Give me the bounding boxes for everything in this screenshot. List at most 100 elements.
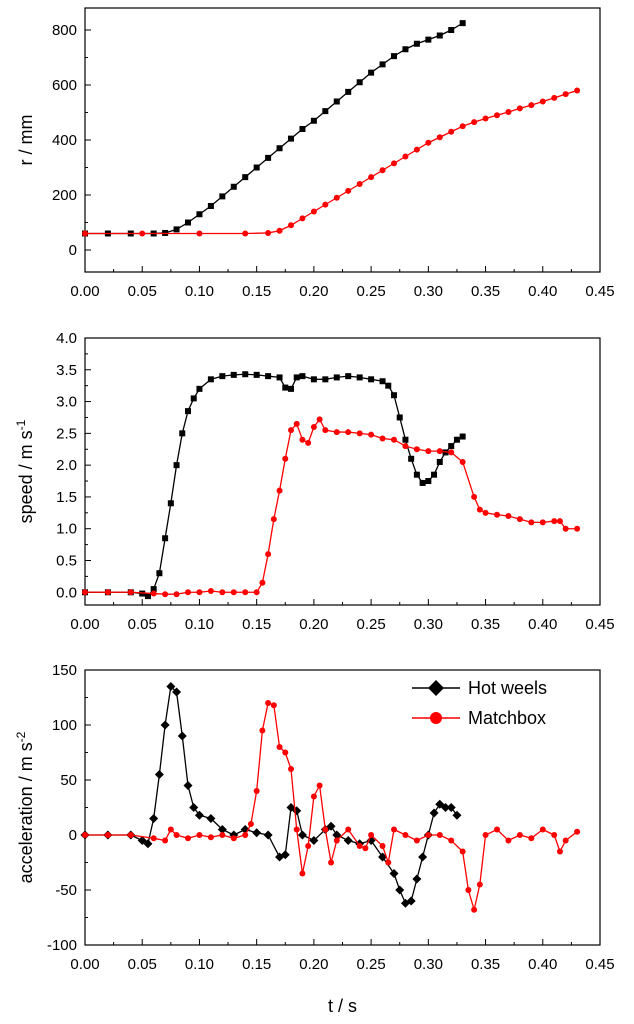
data-point: [391, 53, 397, 60]
data-point: [310, 793, 317, 800]
data-point: [436, 448, 443, 455]
data-point: [322, 201, 329, 208]
y-tick-label: 0: [69, 242, 77, 259]
data-point: [196, 211, 203, 218]
series-1: [82, 20, 466, 237]
data-point: [167, 500, 174, 507]
data-point: [448, 443, 455, 450]
data-point: [389, 869, 399, 878]
data-point: [137, 836, 147, 845]
data-point: [333, 98, 340, 105]
y-tick-label: 50: [60, 772, 77, 789]
data-point: [173, 462, 180, 469]
y-axis-title: acceleration / m s-2: [14, 731, 36, 883]
data-point: [356, 430, 363, 437]
series-line: [85, 22, 464, 235]
data-point: [453, 436, 460, 443]
data-point: [528, 835, 535, 842]
data-point: [379, 435, 386, 442]
data-point: [104, 589, 111, 596]
data-point: [265, 373, 272, 380]
data-point: [293, 826, 300, 833]
data-point: [242, 174, 249, 181]
data-point: [345, 826, 352, 833]
legend-marker: [428, 680, 444, 696]
series-line: [85, 89, 578, 235]
data-point: [459, 433, 466, 440]
y-tick-label: 0: [69, 827, 77, 844]
y-tick-label: 800: [52, 22, 77, 39]
data-point: [265, 229, 272, 236]
data-point: [189, 803, 199, 812]
data-point: [316, 416, 323, 423]
data-point: [379, 843, 386, 849]
data-point: [185, 219, 191, 226]
data-point: [280, 850, 290, 860]
y-tick-label: 2.0: [56, 457, 77, 474]
data-point: [259, 579, 266, 586]
data-point: [270, 516, 277, 523]
y-tick-label: 1.5: [56, 489, 77, 506]
series-line: [85, 418, 578, 595]
data-point: [379, 167, 386, 174]
data-point: [333, 194, 340, 201]
y-tick-label: 200: [52, 187, 77, 204]
x-tick-label: 0.40: [528, 956, 557, 973]
y-tick-label: 4.0: [56, 330, 77, 347]
x-tick-label: 0.15: [242, 616, 271, 633]
data-point: [436, 134, 443, 141]
x-tick-label: 0.10: [185, 283, 214, 300]
data-point: [396, 414, 403, 421]
data-point: [288, 766, 294, 772]
data-point: [448, 837, 455, 844]
data-point: [465, 887, 472, 893]
data-point: [219, 832, 226, 838]
data-point: [288, 385, 294, 392]
x-tick-label: 0.10: [185, 956, 214, 973]
data-point: [494, 826, 500, 833]
x-tick-label: 0.40: [528, 616, 557, 633]
data-point: [345, 88, 352, 95]
x-tick-label: 0.45: [585, 283, 614, 300]
data-point: [326, 821, 336, 831]
plot-frame: [84, 337, 601, 606]
x-tick-label: 0.25: [357, 283, 386, 300]
data-point: [196, 385, 203, 392]
data-point: [362, 845, 369, 852]
data-point: [139, 230, 146, 237]
data-point: [402, 443, 409, 450]
data-point: [82, 589, 88, 596]
data-point: [505, 513, 512, 519]
data-point: [207, 203, 214, 209]
data-point: [242, 371, 249, 378]
data-point: [219, 193, 226, 200]
data-point: [104, 832, 111, 838]
data-point: [172, 687, 182, 697]
data-point: [288, 135, 294, 142]
series-line: [85, 373, 463, 597]
data-point: [435, 799, 445, 809]
data-point: [310, 117, 317, 124]
x-tick-label: 0.05: [128, 956, 157, 973]
data-point: [230, 183, 237, 190]
data-point: [185, 835, 191, 842]
x-tick-label: 0.35: [471, 283, 500, 300]
y-tick-label: 1.0: [56, 521, 77, 538]
legend-item: Hot weels: [412, 678, 547, 698]
data-point: [253, 788, 260, 794]
data-point: [516, 105, 523, 112]
data-point: [242, 589, 249, 596]
data-point: [265, 154, 272, 161]
data-point: [391, 826, 397, 833]
data-point: [263, 830, 273, 840]
data-point: [299, 870, 306, 877]
data-point: [402, 436, 409, 443]
data-point: [494, 112, 500, 119]
data-point: [402, 832, 409, 838]
data-point: [219, 589, 226, 596]
data-point: [299, 215, 306, 222]
data-point: [190, 395, 197, 402]
data-point: [436, 458, 443, 465]
y-tick-label: 3.0: [56, 394, 77, 411]
data-point: [556, 518, 563, 525]
